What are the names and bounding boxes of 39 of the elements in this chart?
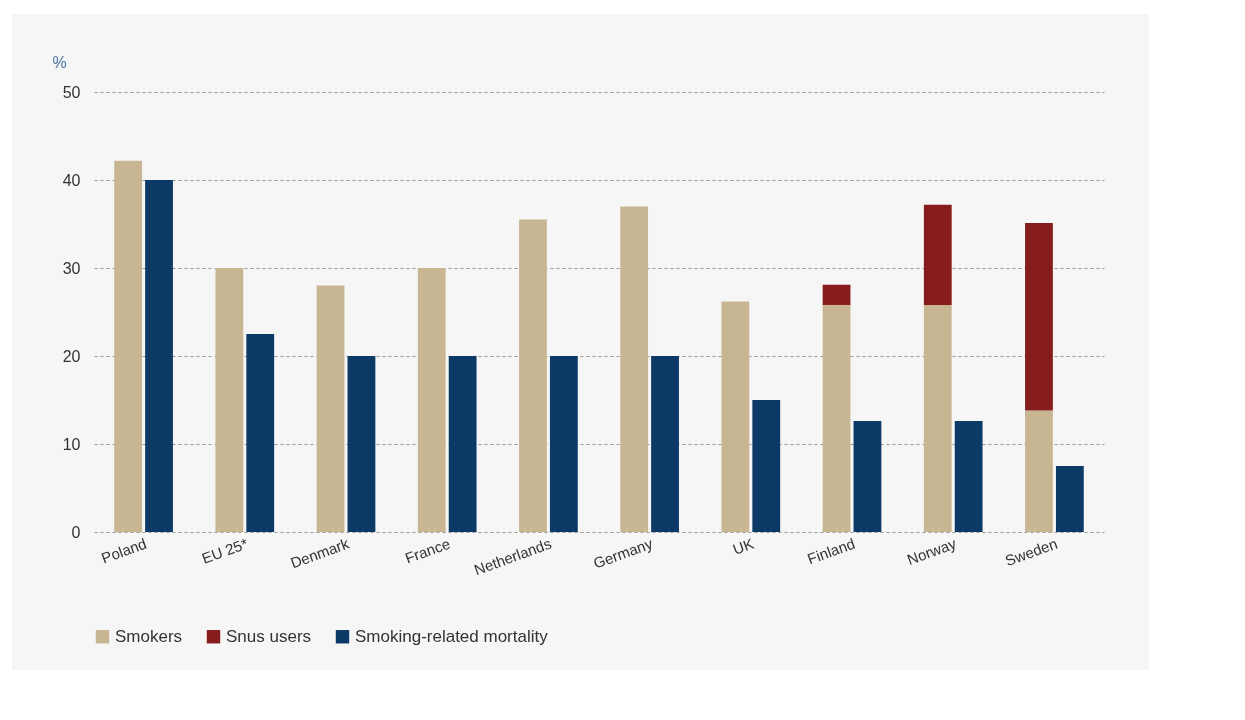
- y-tick-label: 0: [71, 523, 81, 541]
- bar: [316, 285, 345, 532]
- bar: [651, 356, 679, 532]
- bar: [448, 356, 477, 532]
- bar: [822, 284, 851, 305]
- bar: [923, 204, 952, 305]
- bar: [822, 304, 851, 532]
- bar: [519, 219, 547, 532]
- bar: [620, 206, 649, 532]
- x-tick-label: France: [402, 534, 453, 567]
- x-tick-label: Poland: [99, 534, 149, 567]
- y-axis-title: %: [52, 53, 67, 71]
- bar: [246, 334, 275, 532]
- x-tick-label: Norway: [904, 534, 959, 568]
- y-tick-label: 10: [62, 435, 81, 453]
- y-tick-label: 40: [62, 171, 81, 189]
- legend-label: Smoking-related mortality: [355, 626, 549, 646]
- y-tick-label: 50: [62, 83, 81, 101]
- x-tick-label: Sweden: [1002, 534, 1060, 570]
- bar: [145, 180, 173, 532]
- y-tick-label: 30: [62, 259, 81, 277]
- bar: [549, 356, 578, 532]
- bar: [1055, 466, 1084, 532]
- bar: [853, 421, 882, 532]
- bar: [114, 160, 143, 532]
- bar: [215, 268, 244, 532]
- y-tick-label: 20: [62, 347, 81, 365]
- legend-label: Smokers: [115, 626, 183, 646]
- bar: [347, 356, 376, 532]
- bar: [1025, 223, 1053, 411]
- bar: [721, 301, 750, 532]
- bar: [1025, 410, 1053, 532]
- bar: [923, 304, 952, 532]
- bar: [417, 268, 446, 532]
- legend-label: Snus users: [226, 626, 312, 646]
- x-tick-label: UK: [730, 534, 756, 558]
- bar: [954, 421, 983, 532]
- bar: [752, 400, 781, 532]
- x-tick-label: EU 25*: [199, 534, 251, 567]
